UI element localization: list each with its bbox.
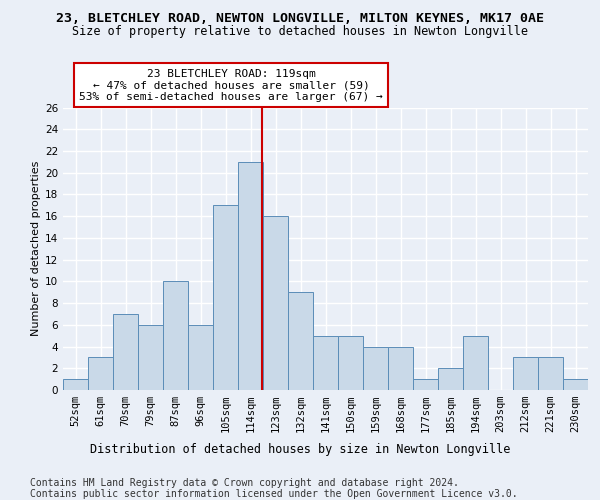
Bar [363, 346, 388, 390]
Bar [313, 336, 338, 390]
Bar [138, 325, 163, 390]
Text: Size of property relative to detached houses in Newton Longville: Size of property relative to detached ho… [72, 25, 528, 38]
Bar [463, 336, 488, 390]
Y-axis label: Number of detached properties: Number of detached properties [31, 161, 41, 336]
Bar [413, 379, 438, 390]
Bar [88, 358, 113, 390]
Text: 23 BLETCHLEY ROAD: 119sqm
← 47% of detached houses are smaller (59)
53% of semi-: 23 BLETCHLEY ROAD: 119sqm ← 47% of detac… [79, 68, 383, 102]
Text: Contains HM Land Registry data © Crown copyright and database right 2024.
Contai: Contains HM Land Registry data © Crown c… [30, 478, 518, 499]
Bar [263, 216, 288, 390]
Bar [338, 336, 363, 390]
Bar [513, 358, 538, 390]
Bar [438, 368, 463, 390]
Text: Distribution of detached houses by size in Newton Longville: Distribution of detached houses by size … [90, 442, 510, 456]
Bar [288, 292, 313, 390]
Bar [213, 206, 238, 390]
Bar [163, 282, 188, 390]
Bar [113, 314, 138, 390]
Bar [388, 346, 413, 390]
Bar [63, 379, 88, 390]
Bar [563, 379, 588, 390]
Bar [238, 162, 263, 390]
Bar [538, 358, 563, 390]
Text: 23, BLETCHLEY ROAD, NEWTON LONGVILLE, MILTON KEYNES, MK17 0AE: 23, BLETCHLEY ROAD, NEWTON LONGVILLE, MI… [56, 12, 544, 26]
Bar [188, 325, 213, 390]
